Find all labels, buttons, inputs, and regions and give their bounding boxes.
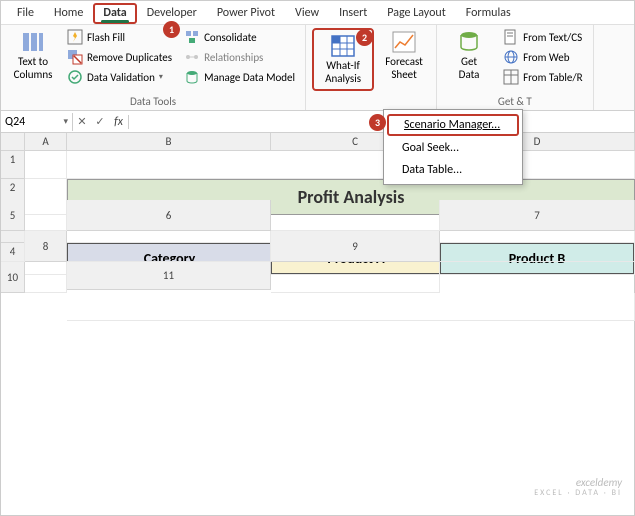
col-header-b[interactable]: B [67, 133, 271, 151]
row-header[interactable]: 5 [1, 200, 25, 231]
relationships-label: Relationships [204, 51, 263, 64]
cancel-formula-icon[interactable]: ✕ [73, 115, 91, 128]
from-table-button[interactable]: From Table/R [499, 68, 587, 86]
enter-formula-icon[interactable]: ✓ [91, 115, 109, 128]
cell[interactable] [271, 200, 440, 231]
cell[interactable] [25, 151, 67, 179]
whatif-icon [330, 34, 356, 58]
from-web-icon [503, 49, 519, 65]
cell[interactable] [67, 293, 635, 321]
from-web-label: From Web [523, 51, 569, 64]
row-header[interactable]: 10 [1, 262, 25, 293]
flash-fill-label: Flash Fill [87, 31, 125, 44]
tab-formulas[interactable]: Formulas [456, 3, 521, 24]
tab-pagelayout[interactable]: Page Layout [377, 3, 455, 24]
relationships-button[interactable]: Relationships [180, 48, 299, 66]
cell[interactable] [440, 231, 635, 262]
name-box[interactable]: Q24 ▾ [1, 113, 73, 131]
forecast-label: Forecast Sheet [385, 56, 423, 81]
watermark-sub: EXCEL · DATA · BI [534, 489, 622, 499]
text-to-columns-label: Text to Columns [14, 56, 53, 81]
callout-2: 2 [356, 29, 373, 46]
name-box-value: Q24 [5, 115, 25, 129]
forecast-icon [391, 30, 417, 54]
menu-goal-seek[interactable]: Goal Seek... [384, 137, 522, 159]
remove-duplicates-label: Remove Duplicates [87, 51, 172, 64]
group-label-datatools: Data Tools [7, 95, 299, 110]
cell[interactable] [1, 231, 25, 262]
from-web-button[interactable]: From Web [499, 48, 587, 66]
flash-fill-button[interactable]: Flash Fill [63, 28, 176, 46]
callout-3: 3 [369, 114, 386, 131]
row-header[interactable]: 9 [271, 231, 440, 262]
columns-icon [20, 30, 46, 54]
tab-data[interactable]: Data [93, 3, 136, 24]
cell[interactable] [25, 262, 67, 293]
cell[interactable] [25, 200, 67, 231]
formula-bar: Q24 ▾ ✕ ✓ fx [1, 111, 634, 133]
menu-scenario-manager[interactable]: Scenario Manager... [387, 114, 519, 136]
from-table-label: From Table/R [523, 71, 583, 84]
from-table-icon [503, 69, 519, 85]
tab-home[interactable]: Home [44, 3, 93, 24]
callout-1: 1 [163, 21, 180, 38]
col-header-a[interactable]: A [25, 133, 67, 151]
chevron-down-icon: ▾ [159, 72, 163, 82]
whatif-menu: Scenario Manager... Goal Seek... Data Ta… [383, 109, 523, 185]
relationships-icon [184, 49, 200, 65]
row-header[interactable]: 1 [1, 151, 25, 179]
get-data-button[interactable]: Get Data [443, 28, 495, 86]
consolidate-label: Consolidate [204, 31, 257, 44]
remove-duplicates-icon [67, 49, 83, 65]
tab-view[interactable]: View [285, 3, 329, 24]
manage-data-model-button[interactable]: Manage Data Model [180, 68, 299, 86]
row-header[interactable]: 7 [440, 200, 635, 231]
manage-data-model-label: Manage Data Model [204, 71, 295, 84]
ribbon: Text to Columns Flash Fill Remove Duplic… [1, 25, 634, 111]
group-label-get: Get & T [443, 95, 587, 110]
text-to-columns-button[interactable]: Text to Columns [7, 28, 59, 86]
chevron-down-icon: ▾ [63, 116, 68, 127]
watermark: exceldemy EXCEL · DATA · BI [534, 476, 622, 499]
cell[interactable] [67, 231, 271, 262]
what-if-label: What-If Analysis [325, 60, 361, 85]
data-model-icon [184, 69, 200, 85]
forecast-sheet-button[interactable]: Forecast Sheet [378, 28, 430, 91]
tab-powerpivot[interactable]: Power Pivot [207, 3, 285, 24]
fx-icon[interactable]: fx [109, 115, 129, 129]
row-header[interactable]: 11 [67, 262, 271, 290]
remove-duplicates-button[interactable]: Remove Duplicates [63, 48, 176, 66]
row-header[interactable]: 6 [67, 200, 271, 231]
cell[interactable] [271, 262, 440, 293]
tab-insert[interactable]: Insert [329, 3, 377, 24]
from-text-button[interactable]: From Text/CS [499, 28, 587, 46]
get-data-label: Get Data [459, 56, 480, 81]
data-validation-icon [67, 69, 83, 85]
flash-fill-icon [67, 29, 83, 45]
menu-data-table[interactable]: Data Table... [384, 159, 522, 181]
from-text-label: From Text/CS [523, 31, 582, 44]
data-validation-button[interactable]: Data Validation ▾ [63, 68, 176, 86]
consolidate-button[interactable]: Consolidate [180, 28, 299, 46]
get-data-icon [456, 30, 482, 54]
from-text-icon [503, 29, 519, 45]
data-validation-label: Data Validation [87, 71, 155, 84]
tab-file[interactable]: File [7, 3, 44, 24]
row-header[interactable]: 8 [25, 231, 67, 262]
consolidate-icon [184, 29, 200, 45]
ribbon-tabs: File Home Data Developer Power Pivot Vie… [1, 1, 634, 25]
cell[interactable] [67, 151, 635, 179]
select-all-corner[interactable] [1, 133, 25, 151]
